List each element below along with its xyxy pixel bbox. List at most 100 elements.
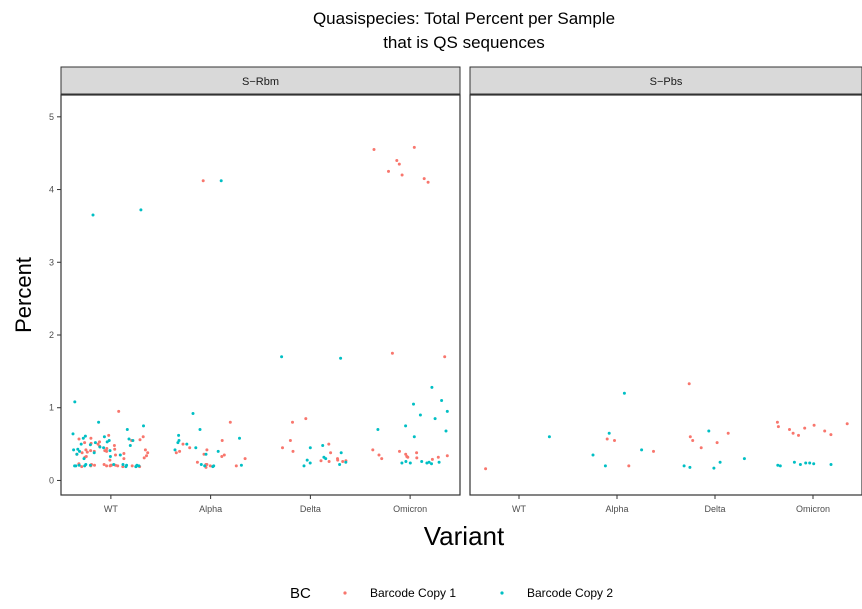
data-point (430, 457, 434, 461)
data-point (97, 420, 101, 424)
data-point (344, 460, 348, 464)
data-point (688, 465, 692, 469)
data-point (338, 463, 342, 466)
data-point (406, 455, 410, 459)
data-point (437, 460, 441, 464)
data-point (93, 441, 97, 445)
data-point (715, 441, 719, 445)
data-point (135, 463, 139, 467)
data-point (108, 455, 112, 458)
data-point (443, 355, 447, 359)
data-point (281, 446, 284, 450)
data-point (112, 463, 116, 466)
data-point (84, 448, 88, 452)
data-point (85, 450, 89, 454)
data-point (75, 452, 79, 456)
x-tick-label: Omicron (393, 504, 427, 514)
data-point (397, 162, 401, 166)
data-point (105, 447, 109, 450)
data-point (803, 426, 807, 430)
data-point (195, 460, 199, 464)
y-tick-label: 4 (49, 185, 54, 195)
x-tick-label: WT (512, 504, 526, 514)
data-point (80, 465, 84, 469)
data-point (127, 437, 131, 441)
data-point (440, 399, 444, 402)
data-point (228, 420, 232, 424)
panel-strip-srbm (60, 66, 461, 95)
data-point (776, 463, 780, 467)
data-point (341, 460, 345, 463)
data-point (220, 439, 224, 442)
legend-label-copy2: Barcode Copy 2 (527, 586, 613, 600)
data-point (204, 452, 208, 456)
data-point (712, 466, 716, 470)
data-point (742, 457, 746, 461)
data-point (82, 457, 86, 461)
data-point (812, 462, 816, 466)
data-point (139, 208, 143, 212)
data-point (707, 429, 711, 433)
data-point (81, 436, 85, 440)
data-point (808, 461, 812, 465)
data-point (108, 458, 112, 462)
data-point (327, 460, 331, 463)
data-point (83, 441, 87, 445)
data-point (426, 180, 430, 184)
data-point (105, 464, 109, 468)
legend-key-copy1 (343, 591, 347, 595)
data-point (188, 446, 192, 450)
data-point (145, 454, 148, 458)
x-axis-spbs: WT Alpha Delta Omicron (512, 495, 830, 514)
x-tick-label: WT (104, 504, 118, 514)
data-point (788, 428, 791, 431)
data-point (687, 382, 691, 386)
panel-label-spbs: S−Pbs (650, 76, 683, 88)
data-point (387, 169, 390, 173)
data-point (603, 464, 607, 468)
data-point (238, 436, 241, 440)
data-point (622, 391, 626, 395)
data-point (103, 449, 107, 453)
data-point (336, 458, 340, 462)
data-point (415, 456, 419, 460)
y-axis-title: Percent (11, 257, 36, 333)
data-point (88, 463, 92, 467)
data-point (547, 435, 551, 439)
data-point (125, 428, 129, 431)
data-point (216, 449, 220, 453)
data-point (108, 449, 112, 453)
data-point (445, 454, 449, 458)
data-point (131, 439, 135, 442)
panel-strip-spbs (469, 66, 862, 95)
data-point (412, 402, 415, 406)
data-point (194, 446, 198, 450)
data-point (77, 463, 81, 467)
data-point (324, 457, 328, 461)
data-point (76, 447, 80, 451)
legend-title: BC (290, 585, 311, 602)
data-point (219, 179, 223, 183)
data-point (329, 451, 333, 455)
data-point (398, 449, 401, 453)
data-point (84, 463, 88, 466)
x-axis-title: Variant (424, 521, 505, 551)
data-point (198, 428, 202, 431)
data-point (640, 448, 644, 452)
data-point (143, 448, 147, 452)
data-point (726, 431, 730, 435)
y-tick-label: 5 (49, 112, 54, 122)
data-point (107, 433, 111, 437)
chart-title-line1: Quasispecies: Total Percent per Sample (313, 9, 615, 28)
data-point (138, 438, 142, 442)
x-axis-srbm: WT Alpha Delta Omicron (104, 495, 427, 514)
data-point (376, 428, 380, 431)
data-point (829, 463, 833, 466)
legend-key-copy2 (500, 591, 504, 595)
chart-title-line2: that is QS sequences (383, 33, 545, 52)
data-point (122, 457, 126, 461)
data-point (93, 463, 96, 467)
data-point (113, 447, 117, 451)
data-point (688, 435, 692, 439)
data-point (404, 424, 408, 428)
